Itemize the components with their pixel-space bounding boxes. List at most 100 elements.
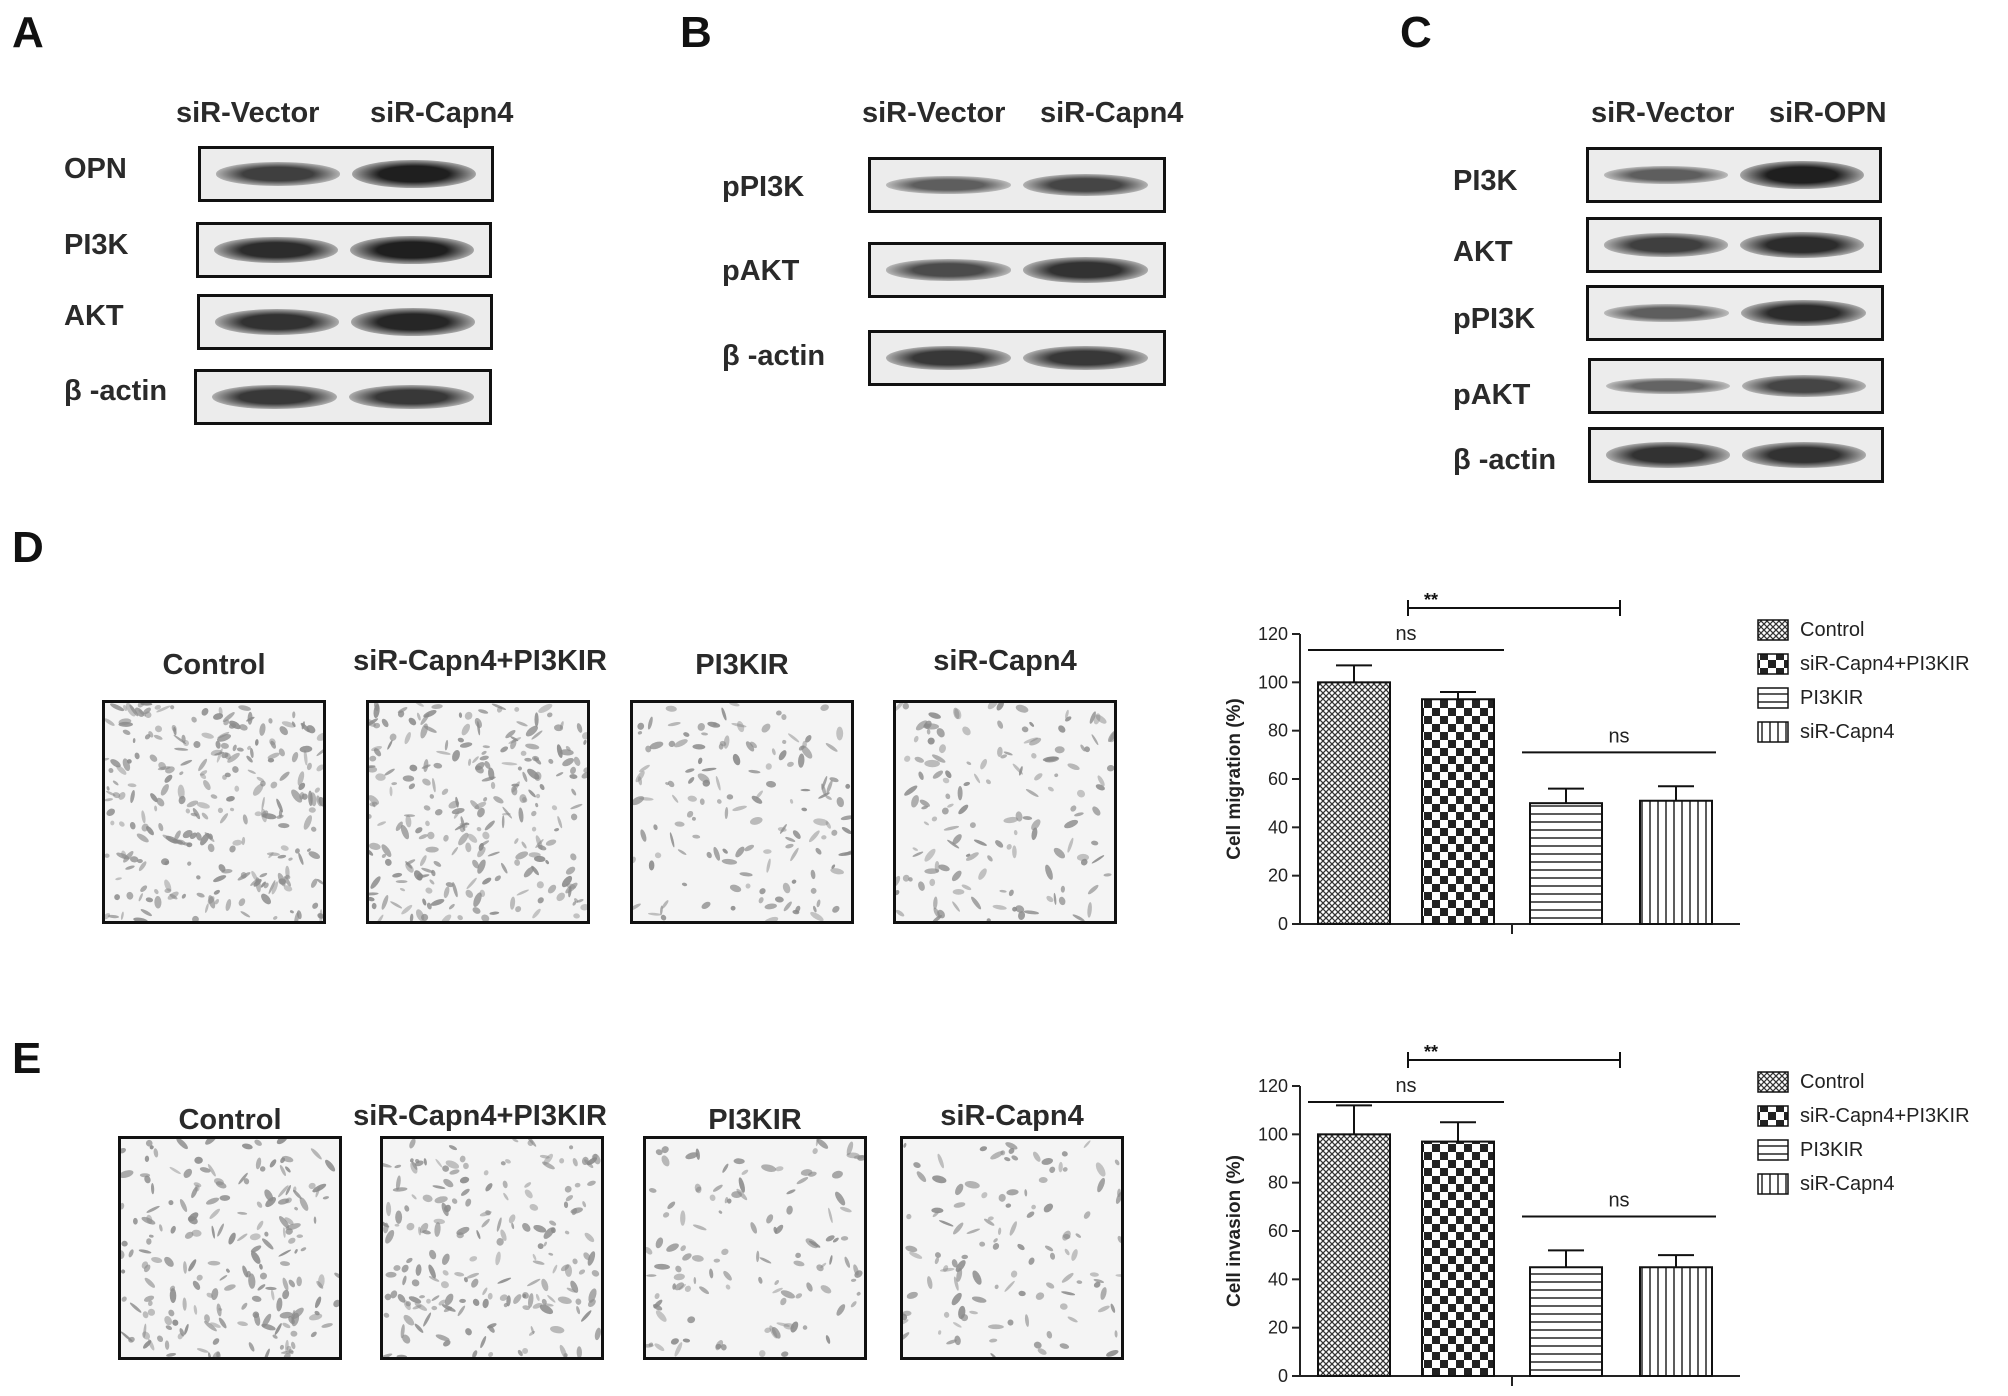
blot-b-row-label: pPI3K	[722, 171, 805, 203]
bar	[1421, 1140, 1495, 1378]
ns-label: ns	[1608, 1190, 1629, 1212]
blot-c-col-2: siR-OPN	[1769, 97, 1887, 129]
blot-strip	[868, 242, 1166, 298]
blot-band	[215, 162, 341, 186]
y-tick-label: 100	[1258, 672, 1288, 692]
blot-band	[1739, 231, 1865, 259]
y-tick-label: 20	[1268, 1318, 1288, 1338]
blot-strip	[1586, 217, 1882, 273]
blot-band	[1022, 257, 1149, 283]
micrograph	[118, 1136, 342, 1360]
blot-strip	[868, 157, 1166, 213]
blot-band	[1603, 304, 1730, 322]
blot-band	[351, 159, 477, 189]
blot-strip	[1586, 147, 1882, 203]
micrograph-cells	[633, 703, 851, 921]
micro-title: PI3KIR	[708, 1104, 802, 1136]
blot-band	[213, 236, 339, 264]
blot-band	[211, 384, 338, 410]
blot-band	[214, 309, 340, 335]
legend-label: PI3KIR	[1800, 1139, 1863, 1161]
blot-strip	[1588, 358, 1884, 414]
legend-swatch	[1757, 653, 1789, 675]
micrograph	[630, 700, 854, 924]
micro-title: siR-Capn4	[940, 1100, 1084, 1132]
blot-strip	[1588, 427, 1884, 483]
micro-title: siR-Capn4	[933, 645, 1077, 677]
y-tick-label: 0	[1278, 1366, 1288, 1386]
y-axis-label: Cell migration (%)	[1224, 698, 1245, 860]
blot-b-col-2: siR-Capn4	[1040, 97, 1184, 129]
legend-swatch	[1757, 619, 1789, 641]
panel-letter-d: D	[12, 523, 44, 572]
y-tick-label: 100	[1258, 1124, 1288, 1144]
blot-band	[349, 235, 475, 265]
y-tick-label: 40	[1268, 817, 1288, 837]
blot-band	[350, 308, 476, 336]
blot-b-row-label: pAKT	[722, 255, 800, 287]
invasion-bar-chart: 0 20 40 60 80 100 120 Cell invasion (%) ** ns ns Co…	[1224, 1042, 1970, 1386]
micro-title: Control	[162, 649, 266, 681]
micrograph-cells	[903, 1140, 1121, 1357]
micrograph-cells	[646, 1139, 864, 1357]
micrograph-cells	[121, 1139, 339, 1357]
blot-c-row-label: AKT	[1453, 236, 1513, 268]
blot-c-row-label: pPI3K	[1453, 303, 1536, 335]
micro-title: Control	[178, 1104, 282, 1136]
legend-swatch	[1757, 1173, 1789, 1195]
y-axis-label: Cell invasion (%)	[1224, 1155, 1245, 1307]
micro-title: siR-Capn4+PI3KIR	[353, 1100, 607, 1132]
blot-b-row-label: β -actin	[722, 340, 826, 372]
blot-strip	[1586, 285, 1884, 341]
micro-title: PI3KIR	[695, 649, 789, 681]
bar	[1639, 799, 1713, 925]
bar	[1529, 1266, 1603, 1377]
bar	[1317, 1133, 1391, 1378]
legend-label: Control	[1800, 619, 1864, 641]
blot-band	[1605, 442, 1731, 468]
y-tick-label: 80	[1268, 1173, 1288, 1193]
panel-letter-a: A	[12, 8, 44, 57]
blot-a-row-label: OPN	[64, 153, 127, 185]
bar	[1529, 802, 1603, 926]
blot-strip	[868, 330, 1166, 386]
y-tick-label: 60	[1268, 769, 1288, 789]
blot-band	[1605, 377, 1731, 395]
blot-strip	[194, 369, 492, 425]
legend-label: Control	[1800, 1071, 1864, 1093]
panel-letter-e: E	[12, 1034, 42, 1083]
blot-band	[1022, 345, 1149, 371]
blot-band	[1741, 442, 1867, 468]
blot-band	[348, 384, 475, 410]
blot-band	[885, 345, 1012, 371]
significance-label: **	[1424, 1042, 1438, 1062]
y-tick-label: 40	[1268, 1269, 1288, 1289]
migration-bar-chart: 0 20 40 60 80 100 120 Cell migration (%) ** ns ns C…	[1224, 590, 1970, 934]
micro-title: siR-Capn4+PI3KIR	[353, 645, 607, 677]
blot-strip	[196, 222, 492, 278]
panel-letter-b: B	[680, 8, 712, 57]
micrograph-cells	[383, 1139, 601, 1357]
y-tick-label: 120	[1258, 1076, 1288, 1096]
micrograph-cells	[369, 703, 587, 921]
blot-a-col-1: siR-Vector	[176, 97, 320, 129]
blot-c-row-label: pAKT	[1453, 379, 1531, 411]
blot-band	[1741, 374, 1867, 398]
bar	[1421, 698, 1495, 925]
y-tick-label: 80	[1268, 721, 1288, 741]
micrograph	[893, 700, 1117, 924]
micrograph-cells	[105, 703, 323, 921]
ns-label: ns	[1608, 725, 1629, 747]
blot-a-col-2: siR-Capn4	[370, 97, 514, 129]
blot-a-row-label: PI3K	[64, 229, 129, 261]
panel-letter-c: C	[1400, 8, 1432, 57]
micrograph-cells	[896, 703, 1114, 921]
micrograph	[900, 1136, 1124, 1360]
legend-swatch	[1757, 721, 1789, 743]
blot-band	[1022, 173, 1149, 197]
significance-label: **	[1424, 590, 1438, 610]
y-tick-label: 0	[1278, 914, 1288, 934]
blot-c-row-label: PI3K	[1453, 165, 1518, 197]
micrograph	[102, 700, 326, 924]
blot-band	[1603, 166, 1729, 184]
